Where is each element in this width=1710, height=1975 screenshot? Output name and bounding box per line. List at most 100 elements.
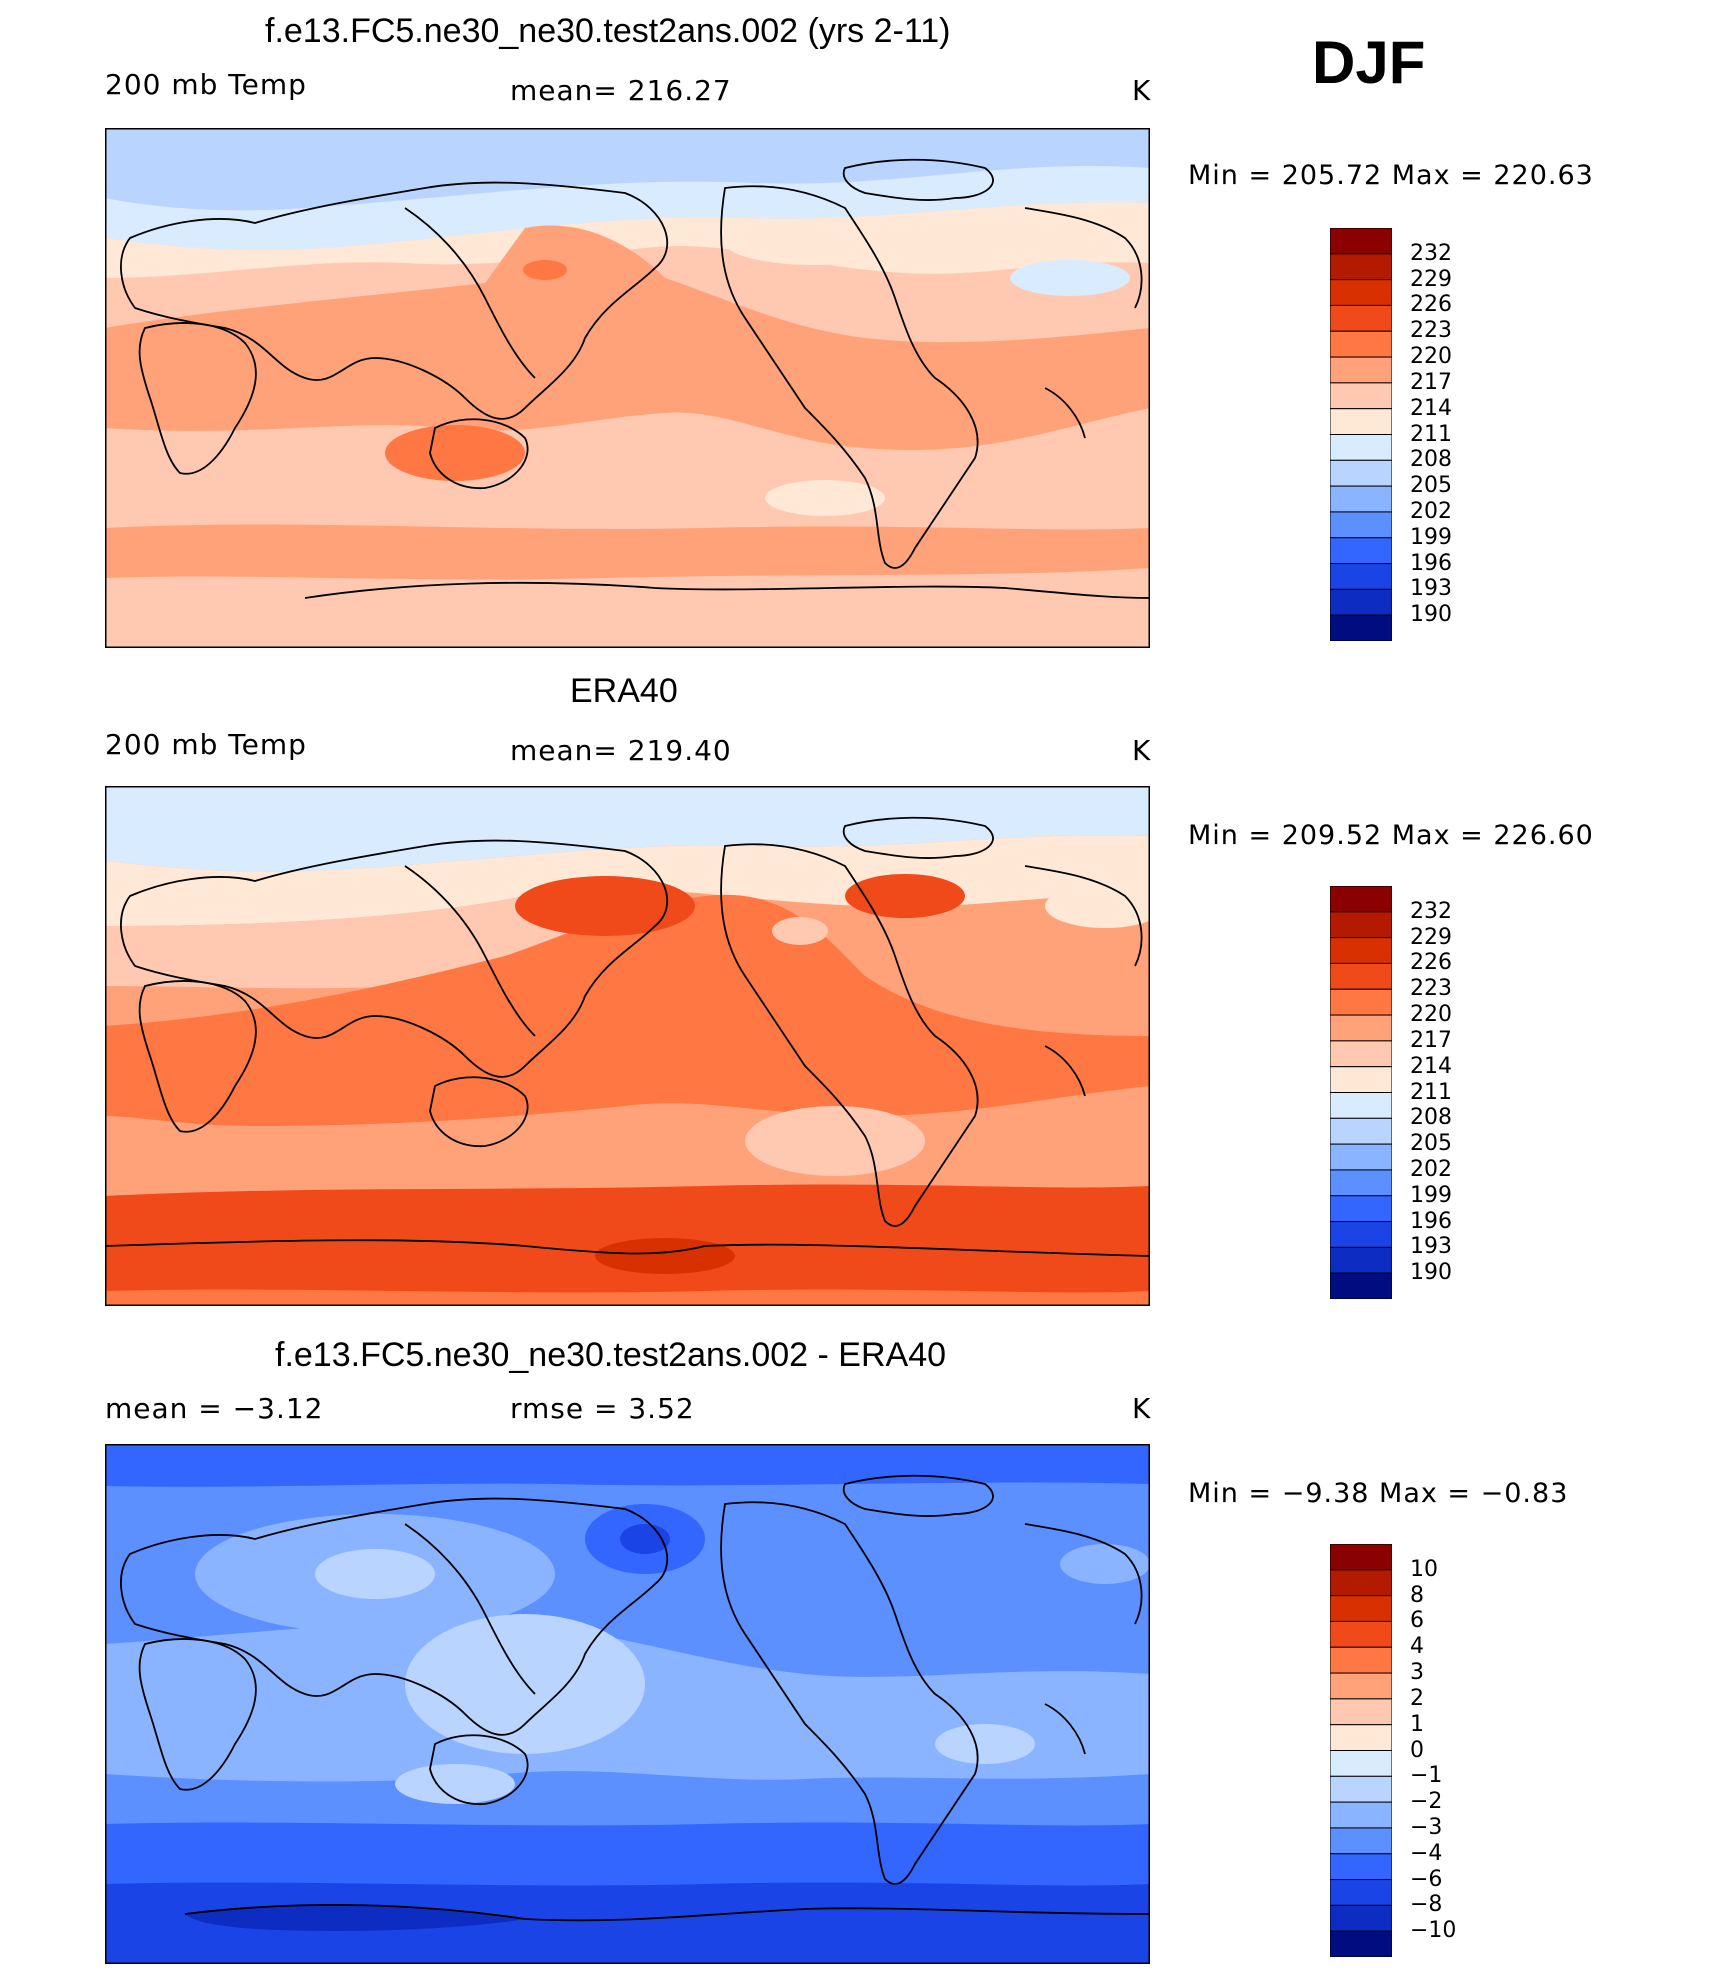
panel1-colorbar-tick-label: 232 [1410,240,1452,266]
panel2-left-label: 200 mb Temp [105,728,307,761]
panel2-colorbar-swatch [1330,988,1392,1016]
panel3-colorbar-swatch [1330,1853,1392,1881]
panel2-colorbar-swatch [1330,1169,1392,1197]
panel3-colorbar-tick-label: −6 [1410,1866,1443,1892]
panel1-colorbar-swatch [1330,356,1392,384]
panel2-colorbar-tick-label: 202 [1410,1156,1452,1182]
panel1-colorbar-tick-label: 223 [1410,318,1452,344]
panel2-colorbar-swatch [1330,1066,1392,1093]
panel3-mean-label: mean = −3.12 [105,1392,324,1425]
panel3-colorbar-swatch [1330,1930,1392,1957]
panel3-colorbar-swatch [1330,1904,1392,1932]
panel3-colorbar [1330,1544,1392,1957]
panel1-colorbar-tick-label: 217 [1410,369,1452,395]
panel3-colorbar-tick-label: 3 [1410,1660,1424,1686]
panel2-colorbar-swatch [1330,937,1392,964]
panel1-left-label: 200 mb Temp [105,68,307,101]
panel2-colorbar-tick-label: 196 [1410,1208,1452,1234]
panel1-colorbar-tick-label: 196 [1410,550,1452,576]
panel3-colorbar-tick-label: 1 [1410,1711,1424,1737]
panel2-colorbar-tick-label: 232 [1410,898,1452,924]
panel2-colorbar-swatch [1330,1195,1392,1223]
panel3-colorbar-swatch [1330,1544,1392,1571]
panel3-colorbar-swatch [1330,1569,1392,1597]
panel1-colorbar-swatch [1330,382,1392,410]
panel1-colorbar-tick-label: 190 [1410,602,1452,628]
panel2-title: ERA40 [570,672,678,710]
panel3-colorbar-tick-label: 6 [1410,1608,1424,1634]
panel2-colorbar-tick-label: 214 [1410,1053,1452,1079]
panel1-colorbar-swatch [1330,588,1392,616]
panel2-colorbar-tick-label: 223 [1410,976,1452,1002]
panel2-colorbar-swatch [1330,1143,1392,1171]
panel2-colorbar-swatch [1330,1221,1392,1248]
panel3-colorbar-tick-label: 4 [1410,1634,1424,1660]
panel2-colorbar-swatch [1330,1014,1392,1042]
panel1-colorbar-tick-label: 208 [1410,447,1452,473]
panel1-colorbar-tick-label: 193 [1410,576,1452,602]
panel2-colorbar-tick-label: 229 [1410,924,1452,950]
panel3-units: K [1132,1392,1152,1425]
panel3-map [105,1444,1150,1964]
panel1-colorbar-swatch [1330,614,1392,641]
panel2-colorbar-swatch [1330,1246,1392,1274]
panel3-colorbar-swatch [1330,1750,1392,1777]
panel1-map [105,128,1150,648]
panel2-colorbar-tick-label: 199 [1410,1182,1452,1208]
panel2-colorbar-swatch [1330,886,1392,913]
panel1-title: f.e13.FC5.ne30_ne30.test2ans.002 (yrs 2-… [265,12,951,50]
panel2-colorbar-swatch [1330,911,1392,939]
panel3-colorbar-swatch [1330,1775,1392,1803]
panel2-units: K [1132,734,1152,767]
panel3-colorbar-tick-label: 10 [1410,1556,1438,1582]
panel1-colorbar-tick-label: 211 [1410,421,1452,447]
panel3-colorbar-swatch [1330,1827,1392,1855]
panel3-colorbar-tick-label: 2 [1410,1685,1424,1711]
panel1-colorbar-swatch [1330,485,1392,513]
panel2-colorbar-tick-label: 208 [1410,1105,1452,1131]
panel2-colorbar-tick-label: 211 [1410,1079,1452,1105]
panel1-colorbar-swatch [1330,279,1392,306]
panel1-colorbar-swatch [1330,330,1392,358]
panel1-colorbar-tick-label: 202 [1410,498,1452,524]
panel2-colorbar-swatch [1330,1272,1392,1299]
panel2-minmax: Min = 209.52 Max = 226.60 [1188,820,1594,851]
panel3-colorbar-tick-label: 8 [1410,1582,1424,1608]
panel1-colorbar-tick-label: 226 [1410,292,1452,318]
panel1-colorbar-swatch [1330,304,1392,332]
panel1-colorbar-tick-label: 205 [1410,473,1452,499]
panel3-colorbar-swatch [1330,1724,1392,1751]
panel3-minmax: Min = −9.38 Max = −0.83 [1188,1478,1569,1509]
panel2-colorbar-tick-label: 226 [1410,950,1452,976]
panel1-units: K [1132,74,1152,107]
panel1-minmax: Min = 205.72 Max = 220.63 [1188,160,1594,191]
panel3-title: f.e13.FC5.ne30_ne30.test2ans.002 - ERA40 [275,1336,947,1374]
panel1-mean-label: mean= 216.27 [510,74,732,107]
panel1-colorbar-swatch [1330,434,1392,461]
panel2-colorbar-swatch [1330,1092,1392,1119]
panel3-colorbar-tick-label: −3 [1410,1814,1443,1840]
panel2-colorbar-tick-label: 190 [1410,1260,1452,1286]
panel3-colorbar-tick-label: −4 [1410,1840,1443,1866]
panel1-colorbar-swatch [1330,228,1392,255]
panel2-colorbar-tick-label: 220 [1410,1002,1452,1028]
panel1-colorbar-tick-label: 199 [1410,524,1452,550]
panel3-rmse-label: rmse = 3.52 [510,1392,695,1425]
panel3-colorbar-swatch [1330,1620,1392,1648]
panel1-colorbar-swatch [1330,459,1392,487]
panel2-colorbar-tick-label: 205 [1410,1131,1452,1157]
panel3-colorbar-tick-label: −1 [1410,1763,1443,1789]
panel1-colorbar [1330,228,1392,641]
panel2-colorbar-swatch [1330,962,1392,990]
season-label: DJF [1312,29,1426,96]
panel2-colorbar-swatch [1330,1117,1392,1145]
panel3-colorbar-tick-label: 0 [1410,1737,1424,1763]
panel1-colorbar-tick-label: 214 [1410,395,1452,421]
panel2-map [105,786,1150,1306]
panel3-colorbar-tick-label: −10 [1410,1918,1457,1944]
panel3-colorbar-tick-label: −8 [1410,1892,1443,1918]
panel1-colorbar-swatch [1330,563,1392,590]
panel2-mean-label: mean= 219.40 [510,734,732,767]
panel1-colorbar-swatch [1330,511,1392,539]
panel3-colorbar-swatch [1330,1801,1392,1829]
